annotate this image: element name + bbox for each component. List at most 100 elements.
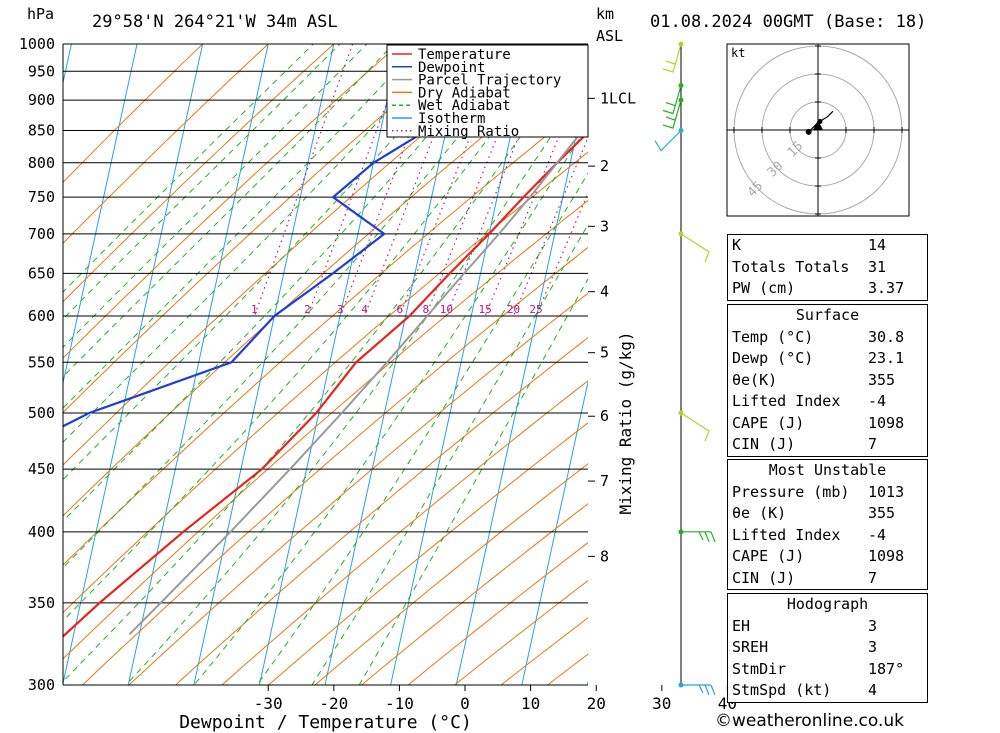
row-value: 355 bbox=[868, 370, 896, 389]
row-label: K bbox=[732, 236, 742, 254]
table-row: θe (K) 355 bbox=[728, 503, 927, 525]
mixing-ratio-line bbox=[339, 44, 445, 317]
pressure-tick-label: 1000 bbox=[19, 35, 55, 53]
dry-adiabat-line bbox=[63, 101, 588, 566]
wet-adiabat-line bbox=[311, 223, 588, 685]
wind-barb bbox=[681, 531, 716, 543]
table-row: CAPE (J) 1098 bbox=[728, 413, 927, 435]
mixing-ratio-label: 8 bbox=[422, 303, 429, 316]
most-unstable-rows: Pressure (mb) 1013 θe (K) 355 Lifted Index -4… bbox=[728, 482, 927, 590]
row-label: StmSpd (kt) bbox=[732, 681, 832, 699]
row-label: StmDir bbox=[732, 659, 787, 678]
legend-box bbox=[386, 44, 589, 138]
row-label: CAPE (J) bbox=[732, 547, 805, 565]
wind-barb bbox=[681, 684, 716, 696]
isotherm-line bbox=[63, 44, 138, 386]
pressure-tick-label: 550 bbox=[28, 353, 55, 371]
mixing-ratio-label: 15 bbox=[478, 303, 491, 316]
pressure-tick-label: 300 bbox=[28, 676, 55, 694]
mixing-ratio-label: 4 bbox=[361, 303, 368, 316]
table-row: Lifted Index -4 bbox=[728, 391, 927, 413]
wind-barb bbox=[654, 130, 682, 152]
table-row: CAPE (J) 1098 bbox=[728, 546, 927, 568]
wind-barb bbox=[680, 412, 710, 442]
footer-copyright[interactable]: ©weatheronline.co.uk bbox=[715, 711, 905, 731]
mixing-ratio-axis-title: Mixing Ratio (g/kg) bbox=[616, 331, 635, 514]
mixing-ratio-label: 10 bbox=[440, 303, 453, 316]
indices-rows: K 14 Totals Totals 31 PW (cm) 3.37 bbox=[728, 235, 927, 300]
mixing-ratio-line bbox=[399, 44, 507, 317]
height-tick-label: 5 bbox=[600, 344, 609, 362]
mixing-ratio-label: 1 bbox=[251, 303, 258, 316]
row-value: 14 bbox=[868, 236, 887, 254]
dry-adiabat-line bbox=[128, 292, 588, 685]
pressure-tick-label: 400 bbox=[28, 523, 55, 541]
row-label: Lifted Index bbox=[732, 525, 841, 544]
indices-panel: K 14 Totals Totals 31 PW (cm) 3.37 bbox=[727, 234, 928, 301]
isotherm-line bbox=[193, 44, 335, 685]
legend-entry: Mixing Ratio bbox=[418, 124, 519, 140]
table-row: Temp (°C) 30.8 bbox=[728, 327, 927, 349]
pressure-tick-label: 700 bbox=[28, 225, 55, 243]
isotherm-line bbox=[521, 379, 588, 685]
height-tick-label: 1LCL bbox=[600, 89, 636, 107]
hodograph-title: Hodograph bbox=[786, 595, 869, 613]
height-tick-label: 8 bbox=[600, 547, 609, 565]
x-tick-label: -20 bbox=[319, 694, 348, 713]
mixing-ratio-line bbox=[363, 44, 470, 317]
row-label: Pressure (mb) bbox=[732, 482, 850, 501]
datetime-title: 01.08.2024 00GMT (Base: 18) bbox=[650, 12, 927, 32]
temperature-line bbox=[63, 130, 588, 638]
row-value: 31 bbox=[868, 257, 887, 276]
isotherm-line bbox=[258, 44, 400, 685]
height-tick-label: 3 bbox=[600, 217, 609, 235]
row-value: 1013 bbox=[868, 482, 905, 501]
height-tick-label: 2 bbox=[600, 157, 609, 175]
row-value: 355 bbox=[868, 504, 896, 522]
surface-rows: Temp (°C) 30.8 Dewp (°C) 23.1 θe(K) 355 Lifted… bbox=[728, 327, 927, 456]
x-tick-label: -30 bbox=[254, 694, 283, 713]
hodograph-unit-label: kt bbox=[731, 46, 745, 60]
dry-adiabat-line bbox=[221, 380, 588, 685]
row-value: 187° bbox=[868, 659, 905, 678]
row-value: 30.8 bbox=[868, 327, 905, 346]
row-value: 7 bbox=[868, 435, 878, 453]
table-row: SREH 3 bbox=[728, 637, 927, 659]
row-value: 1098 bbox=[868, 413, 905, 432]
wet-adiabat-line bbox=[63, 44, 531, 569]
most-unstable-panel: Most Unstable Pressure (mb) 1013 θe (K) 355… bbox=[727, 459, 928, 590]
x-tick-label: 20 bbox=[587, 694, 606, 713]
wind-barb bbox=[662, 43, 682, 73]
table-row: θe(K) 355 bbox=[728, 370, 927, 392]
table-row: StmSpd (kt) 4 bbox=[728, 680, 927, 702]
x-tick-label: 10 bbox=[521, 694, 540, 713]
row-value: -4 bbox=[868, 392, 887, 410]
table-row: CIN (J) 7 bbox=[728, 568, 927, 590]
wind-barb bbox=[680, 233, 710, 263]
row-label: EH bbox=[732, 616, 751, 635]
row-value: 1098 bbox=[868, 547, 905, 565]
dry-adiabat-line bbox=[63, 44, 335, 303]
storm-motion-marker bbox=[813, 120, 823, 130]
pressure-tick-label: 900 bbox=[28, 91, 55, 109]
height-tick-label: 4 bbox=[600, 283, 609, 301]
axes: 3003504004505005506006507007508008509009… bbox=[19, 35, 737, 733]
row-value: 4 bbox=[868, 681, 878, 699]
hodograph-panel: Hodograph EH 3 SREH 3 StmDir 187° StmSpd (kt) 4 bbox=[727, 593, 928, 703]
pressure-tick-label: 450 bbox=[28, 460, 55, 478]
height-unit-sub: ASL bbox=[596, 27, 624, 45]
legend-entry: Temperature bbox=[418, 47, 511, 63]
row-label: Lifted Index bbox=[732, 392, 841, 410]
location-title: 29°58'N 264°21'W 34m ASL bbox=[92, 12, 338, 32]
mixing-ratio-label: 20 bbox=[507, 303, 520, 316]
wet-adiabat-line bbox=[63, 44, 341, 320]
height-tick-label: 6 bbox=[600, 407, 609, 425]
surface-title: Surface bbox=[795, 306, 860, 324]
pressure-tick-label: 950 bbox=[28, 62, 55, 80]
hodograph-start-dot bbox=[805, 128, 812, 135]
legend-entry: Wet Adiabat bbox=[418, 98, 511, 114]
wet-adiabat-line bbox=[358, 277, 588, 685]
wind-barb bbox=[662, 85, 682, 115]
table-row: Lifted Index -4 bbox=[728, 525, 927, 547]
